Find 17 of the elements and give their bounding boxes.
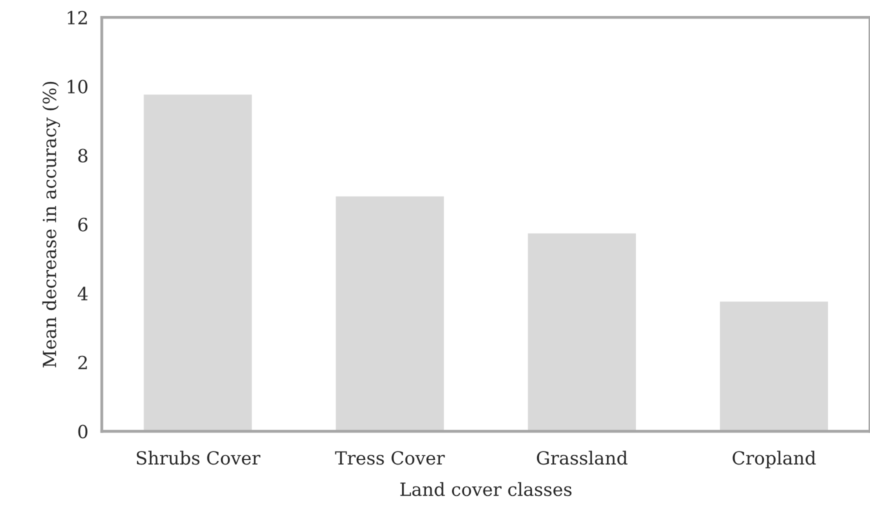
y-tick-label: 12 (68, 10, 87, 24)
y-tick-label: 4 (78, 286, 88, 300)
x-axis-title: Land cover classes (400, 482, 572, 496)
y-tick-label: 8 (78, 148, 88, 162)
bar (718, 300, 830, 432)
y-axis-title: Mean decrease in accuracy (%) (42, 82, 60, 368)
x-tick-label: Grassland (536, 450, 628, 465)
bar (142, 93, 254, 432)
x-tick-label: Cropland (732, 450, 816, 468)
bar (334, 195, 446, 432)
x-tick-label: Tress Cover (335, 451, 445, 465)
bar (526, 232, 638, 432)
y-tick-label: 0 (78, 424, 88, 438)
y-tick-label: 10 (68, 80, 88, 94)
y-tick-label: 2 (78, 356, 87, 370)
x-tick-label: Shrubs Cover (136, 450, 260, 465)
y-tick-label: 6 (78, 218, 88, 232)
